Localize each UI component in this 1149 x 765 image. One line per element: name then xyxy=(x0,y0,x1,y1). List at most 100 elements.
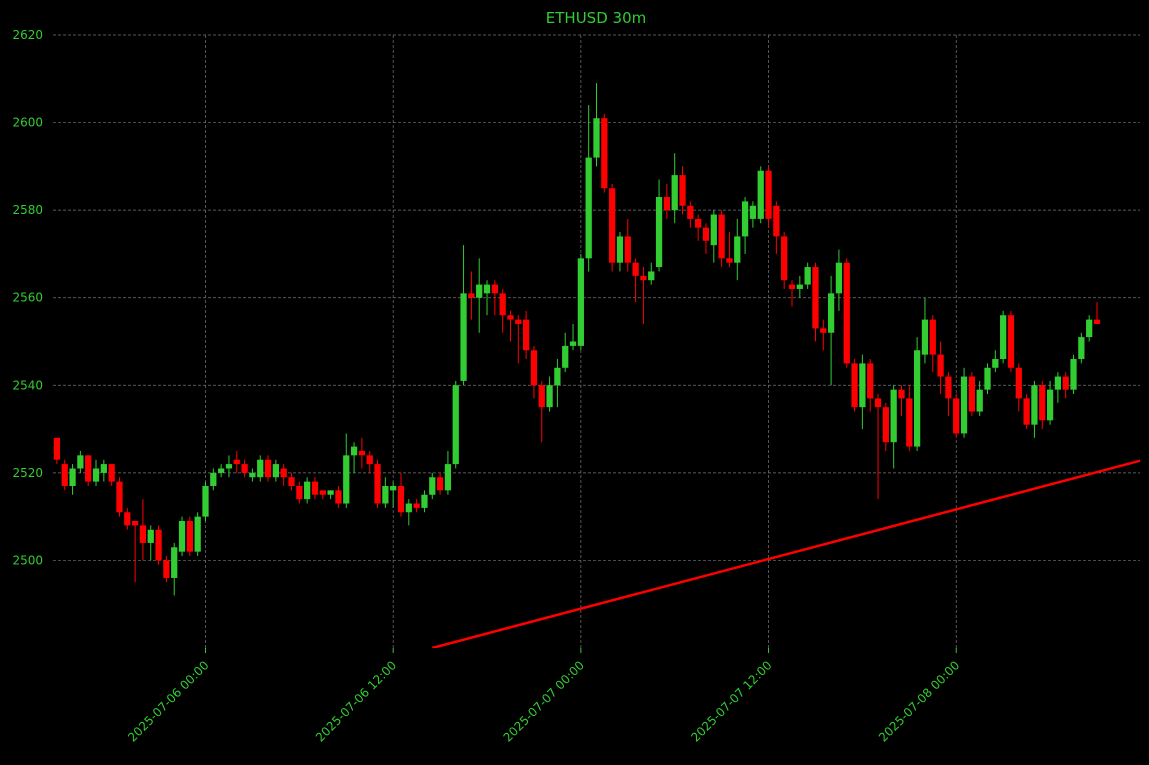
chart-title: ETHUSD 30m xyxy=(546,9,646,27)
candle-body xyxy=(53,437,61,460)
plot-area xyxy=(53,83,1140,648)
candle-body xyxy=(366,455,373,465)
candle-body xyxy=(569,341,577,346)
candle-body xyxy=(124,512,131,526)
candle-body xyxy=(304,481,311,500)
candle-body xyxy=(116,481,123,513)
candle-body xyxy=(374,464,381,504)
candle-body xyxy=(624,236,631,263)
candle-body xyxy=(648,271,655,281)
candle-body xyxy=(538,385,545,408)
candle-body xyxy=(984,367,991,390)
candle-body xyxy=(843,262,850,364)
candle-body xyxy=(483,284,491,294)
candle-body xyxy=(562,345,569,368)
candle-body xyxy=(546,385,553,408)
candle-body xyxy=(734,236,741,263)
candle-body xyxy=(898,389,905,399)
candle-body xyxy=(851,363,858,408)
candle-body xyxy=(554,367,561,386)
candle-body xyxy=(178,521,186,552)
candle-body xyxy=(241,464,248,473)
candle-body xyxy=(1054,376,1062,390)
candle-body xyxy=(444,464,452,491)
candle-body xyxy=(827,293,835,333)
y-tick-label: 2600 xyxy=(12,116,43,130)
candle-body xyxy=(397,485,405,513)
candle-body xyxy=(601,118,608,189)
candle-body xyxy=(632,262,639,276)
candle-body xyxy=(358,450,366,456)
candle-body xyxy=(640,275,647,281)
candle-body xyxy=(718,214,725,259)
candle-body xyxy=(788,284,796,289)
candle-body xyxy=(781,236,788,281)
candle-body xyxy=(421,494,428,508)
candle-body xyxy=(726,258,733,263)
candle-body xyxy=(702,227,710,241)
candle-body xyxy=(186,521,193,552)
candle-body xyxy=(468,293,475,298)
candle-body xyxy=(765,170,772,219)
candle-body xyxy=(757,170,764,219)
candle-body xyxy=(593,118,600,158)
candle-body xyxy=(476,284,483,298)
candle-body xyxy=(163,560,170,578)
candle-body xyxy=(773,205,780,237)
candle-body xyxy=(225,464,233,469)
candle-body xyxy=(960,376,968,434)
x-tick-label: 2025-07-08 00:00 xyxy=(876,658,962,744)
candle-body xyxy=(108,464,115,482)
candle-body xyxy=(945,376,952,399)
candle-body xyxy=(460,293,467,381)
candle-body xyxy=(695,218,702,228)
y-tick-label: 2540 xyxy=(12,378,43,392)
candle-body xyxy=(61,464,68,486)
candle-body xyxy=(663,197,671,211)
candle-body xyxy=(820,328,827,333)
x-tick-label: 2025-07-06 12:00 xyxy=(313,658,399,744)
candle-body xyxy=(929,319,936,355)
candle-body xyxy=(655,197,663,268)
x-tick-label: 2025-07-06 00:00 xyxy=(125,658,211,744)
candle-body xyxy=(343,455,350,504)
candle-body xyxy=(296,485,303,500)
candle-body xyxy=(155,529,162,561)
x-tick-label: 2025-07-07 12:00 xyxy=(688,658,774,744)
candle-body xyxy=(1046,389,1054,421)
candle-body xyxy=(522,319,530,351)
candle-body xyxy=(1007,315,1015,368)
candle-body xyxy=(710,214,717,246)
candle-body xyxy=(1093,319,1101,324)
candle-body xyxy=(890,389,897,443)
candle-body xyxy=(968,376,975,412)
candle-body xyxy=(1031,385,1038,425)
candle-body xyxy=(1000,315,1007,360)
axes: 2500 2520 2540 2560 2580 2600 2620 2025-07-06 0… xyxy=(12,28,962,745)
candle-body xyxy=(382,485,389,504)
candle-body xyxy=(452,385,459,465)
candle-body xyxy=(585,157,592,259)
grid xyxy=(53,34,1140,648)
candle-body xyxy=(499,293,506,316)
candle-body xyxy=(272,464,280,478)
candle-body xyxy=(530,350,538,386)
candle-body xyxy=(913,350,921,447)
candle-body xyxy=(507,315,514,320)
candle-body xyxy=(249,472,256,478)
candle-body xyxy=(100,464,107,473)
candle-body xyxy=(69,468,76,486)
candle-body xyxy=(280,468,287,478)
candle-body xyxy=(436,477,444,491)
candle-body xyxy=(335,490,342,504)
candle-body xyxy=(429,477,436,495)
candle-body xyxy=(953,398,960,434)
candle-body xyxy=(671,175,678,211)
y-tick-label: 2620 xyxy=(12,28,43,42)
y-tick-label: 2580 xyxy=(12,203,43,217)
candle-body xyxy=(687,205,694,219)
candle-body xyxy=(264,459,272,478)
candle-body xyxy=(577,258,584,346)
